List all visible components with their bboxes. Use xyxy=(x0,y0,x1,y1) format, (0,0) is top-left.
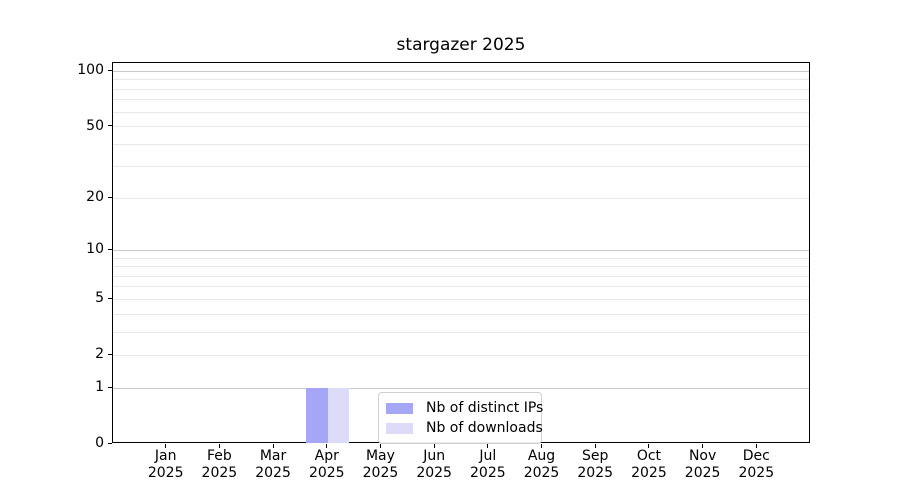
gridline-major xyxy=(113,70,809,72)
x-tick-year: 2025 xyxy=(255,465,291,481)
x-tick-month: Jan xyxy=(154,448,177,464)
gridline-minor xyxy=(113,79,809,81)
x-tick-year: 2025 xyxy=(416,465,452,481)
x-tick-month: Jul xyxy=(479,448,497,464)
gridline-minor xyxy=(113,126,809,128)
y-tick-mark xyxy=(108,69,112,71)
x-tick-year: 2025 xyxy=(577,465,614,481)
x-tick-month: Mar xyxy=(259,448,287,464)
x-tick-mark xyxy=(541,444,543,448)
x-tick-year: 2025 xyxy=(201,465,238,481)
x-tick-year: 2025 xyxy=(684,465,721,481)
x-tick-year: 2025 xyxy=(147,465,184,481)
legend-label: Nb of distinct IPs xyxy=(426,400,544,416)
gridline-minor xyxy=(113,298,809,300)
x-tick-month: Nov xyxy=(688,448,717,464)
gridline-minor xyxy=(113,313,809,315)
x-tick-label: Sep 2025 xyxy=(555,448,635,482)
x-tick-mark xyxy=(272,444,274,448)
x-tick-mark xyxy=(218,444,220,448)
x-tick-label: Feb 2025 xyxy=(179,448,259,482)
x-tick-month: Apr xyxy=(314,448,339,464)
y-tick-label: 0 xyxy=(95,435,104,451)
x-tick-month: Feb xyxy=(206,448,232,464)
legend-swatch xyxy=(386,402,413,414)
y-tick-label: 20 xyxy=(86,189,104,206)
gridline-minor xyxy=(113,257,809,259)
legend-row: Nb of downloads xyxy=(386,418,543,438)
x-tick-label: Mar 2025 xyxy=(233,448,313,482)
gridline-minor xyxy=(113,99,809,101)
y-tick-mark xyxy=(108,442,112,444)
x-tick-label: Aug 2025 xyxy=(502,448,582,482)
legend: Nb of distinct IPs Nb of downloads xyxy=(378,392,543,444)
x-tick-label: Apr 2025 xyxy=(287,448,367,482)
legend-label: Nb of downloads xyxy=(426,420,543,436)
gridline-minor xyxy=(113,143,809,145)
x-tick-year: 2025 xyxy=(308,465,345,481)
y-tick-label: 2 xyxy=(95,346,104,363)
x-tick-label: Jul 2025 xyxy=(448,448,528,482)
x-tick-month: Jun xyxy=(423,448,446,464)
gridline-major xyxy=(113,387,809,389)
y-tick-mark xyxy=(108,386,112,388)
gridline-minor xyxy=(113,354,809,356)
x-tick-label: Jan 2025 xyxy=(126,448,206,482)
gridline-minor xyxy=(113,111,809,113)
gridline-minor xyxy=(113,286,809,288)
bar-downloads xyxy=(327,388,350,443)
x-tick-mark xyxy=(594,444,596,448)
legend-row: Nb of distinct IPs xyxy=(386,398,543,418)
x-tick-year: 2025 xyxy=(470,465,506,481)
x-tick-label: Nov 2025 xyxy=(663,448,743,482)
x-tick-month: Aug xyxy=(527,448,556,464)
x-tick-year: 2025 xyxy=(362,465,399,481)
y-tick-label: 1 xyxy=(95,379,104,396)
x-tick-year: 2025 xyxy=(631,465,667,481)
y-tick-label: 100 xyxy=(77,62,104,79)
x-tick-mark xyxy=(326,444,328,448)
x-tick-year: 2025 xyxy=(523,465,560,481)
y-tick-mark xyxy=(108,196,112,198)
y-tick-mark xyxy=(108,248,112,250)
plot-area xyxy=(112,62,810,443)
y-tick-mark xyxy=(108,353,112,355)
x-tick-month: Dec xyxy=(742,448,770,464)
y-tick-label: 5 xyxy=(95,290,104,307)
gridline-minor xyxy=(113,266,809,268)
x-tick-mark xyxy=(755,444,757,448)
x-tick-mark xyxy=(648,444,650,448)
x-tick-month: Oct xyxy=(636,448,662,464)
x-tick-label: May 2025 xyxy=(340,448,420,482)
x-tick-mark xyxy=(379,444,381,448)
y-tick-label: 50 xyxy=(86,117,104,134)
legend-swatch xyxy=(386,422,413,434)
gridline-minor xyxy=(113,88,809,90)
y-tick-mark xyxy=(108,297,112,299)
gridline-minor xyxy=(113,166,809,168)
gridline-minor xyxy=(113,275,809,277)
x-tick-mark xyxy=(433,444,435,448)
x-tick-mark xyxy=(487,444,489,448)
y-tick-mark xyxy=(108,125,112,127)
gridline-minor xyxy=(113,331,809,333)
x-tick-label: Jun 2025 xyxy=(394,448,474,482)
gridline-minor xyxy=(113,197,809,199)
y-tick-label: 10 xyxy=(86,241,104,258)
chart-title: stargazer 2025 xyxy=(396,35,526,55)
x-tick-year: 2025 xyxy=(738,465,775,481)
x-tick-month: May xyxy=(365,448,395,464)
x-tick-mark xyxy=(702,444,704,448)
x-tick-month: Sep xyxy=(582,448,609,464)
x-tick-mark xyxy=(165,444,167,448)
x-tick-label: Dec 2025 xyxy=(716,448,796,482)
bar-distinct-ips xyxy=(306,388,328,443)
x-tick-label: Oct 2025 xyxy=(609,448,689,482)
gridline-major xyxy=(113,249,809,251)
